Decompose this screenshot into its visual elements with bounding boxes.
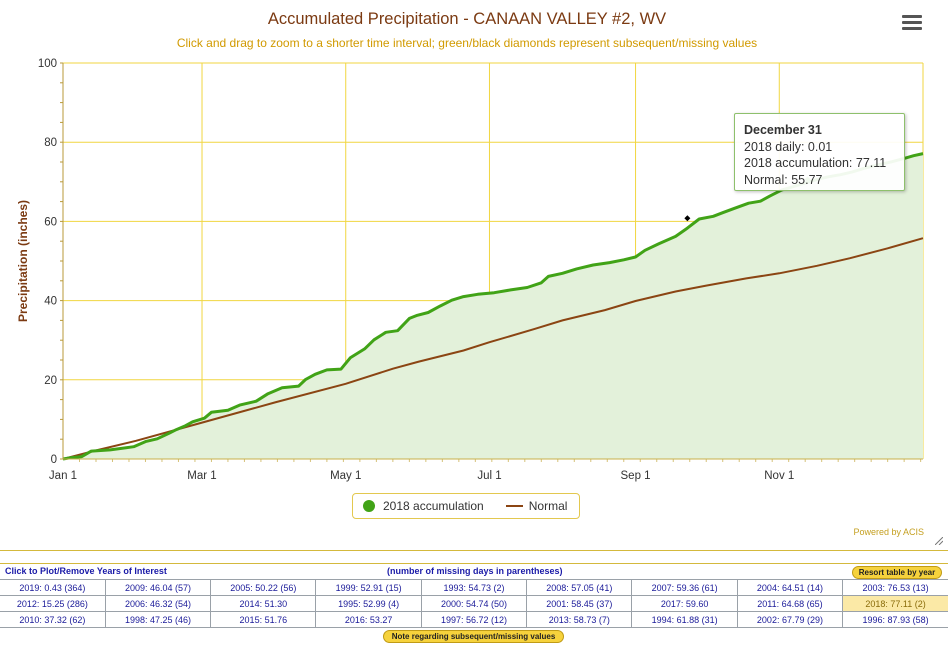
year-cell[interactable]: 2010: 37.32 (62) bbox=[0, 611, 106, 628]
tooltip-normal: Normal: 55.77 bbox=[744, 172, 823, 187]
missing-values-note-button[interactable]: Note regarding subsequent/missing values bbox=[383, 630, 564, 643]
year-cell[interactable]: 2004: 64.51 (14) bbox=[736, 579, 844, 596]
x-tick-label: Nov 1 bbox=[764, 470, 794, 482]
chart-menu-button[interactable] bbox=[898, 12, 926, 36]
year-cell[interactable]: 2001: 58.45 (37) bbox=[526, 595, 633, 612]
table-row: 2019: 0.43 (364) 2009: 46.04 (57) 2005: 50… bbox=[0, 579, 948, 596]
divider bbox=[0, 550, 948, 551]
year-cell[interactable]: 1999: 52.91 (15) bbox=[315, 579, 422, 596]
year-cell[interactable]: 2006: 46.32 (54) bbox=[104, 595, 212, 612]
year-cell[interactable]: 1994: 61.88 (31) bbox=[631, 611, 738, 628]
year-cell[interactable]: 1996: 87.93 (58) bbox=[842, 611, 948, 628]
missing-days-note: (number of missing days in parentheses) bbox=[387, 566, 563, 576]
year-cell[interactable]: 2012: 15.25 (286) bbox=[0, 595, 106, 612]
y-tick-label: 60 bbox=[44, 216, 57, 228]
missing-value-diamond bbox=[684, 215, 691, 222]
year-cell[interactable]: 2015: 51.76 bbox=[210, 611, 317, 628]
year-cell[interactable]: 2018: 77.11 (2) bbox=[842, 595, 948, 612]
accumulation-area bbox=[63, 153, 923, 459]
chart-tooltip: December 31 2018 daily: 0.01 2018 accumu… bbox=[734, 113, 905, 191]
legend-accumulation-label: 2018 accumulation bbox=[383, 499, 484, 513]
chart-title: Accumulated Precipitation - CANAAN VALLE… bbox=[268, 10, 666, 28]
y-tick-label: 80 bbox=[44, 137, 57, 149]
tooltip-daily: 2018 daily: 0.01 bbox=[744, 139, 833, 154]
years-table-header: Click to Plot/Remove Years of Interest (… bbox=[0, 566, 948, 580]
year-cell[interactable]: 2005: 50.22 (56) bbox=[210, 579, 317, 596]
year-cell[interactable]: 2008: 57.05 (41) bbox=[526, 579, 633, 596]
menu-bar-icon bbox=[902, 21, 922, 24]
legend-item-normal[interactable]: Normal bbox=[484, 499, 568, 513]
years-table: 2019: 0.43 (364) 2009: 46.04 (57) 2005: 50… bbox=[0, 579, 948, 628]
tooltip-date: December 31 bbox=[744, 123, 822, 137]
x-tick-label: May 1 bbox=[330, 470, 361, 482]
legend-normal-label: Normal bbox=[528, 499, 568, 513]
year-cell[interactable]: 1995: 52.99 (4) bbox=[315, 595, 422, 612]
y-tick-label: 0 bbox=[51, 454, 57, 466]
year-cell[interactable]: 1997: 56.72 (12) bbox=[420, 611, 528, 628]
y-axis-title: Precipitation (inches) bbox=[16, 200, 30, 322]
normal-line bbox=[62, 237, 924, 460]
year-cell[interactable]: 2019: 0.43 (364) bbox=[0, 579, 106, 596]
year-cell[interactable]: 2003: 76.53 (13) bbox=[842, 579, 948, 596]
years-table-instructions: Click to Plot/Remove Years of Interest bbox=[5, 566, 167, 576]
resort-by-year-button[interactable]: Resort table by year bbox=[852, 566, 942, 579]
y-tick-label: 100 bbox=[38, 58, 57, 70]
powered-by-link[interactable]: Powered by ACIS bbox=[853, 527, 924, 537]
tooltip-accumulation: 2018 accumulation: 77.11 bbox=[744, 156, 887, 170]
table-row: 2010: 37.32 (62) 1998: 47.25 (46) 2015: 51… bbox=[0, 611, 948, 628]
year-cell[interactable]: 1993: 54.73 (2) bbox=[420, 579, 528, 596]
table-row: 2012: 15.25 (286) 2006: 46.32 (54) 2014: 5… bbox=[0, 595, 948, 612]
chart-legend: 2018 accumulation Normal bbox=[352, 493, 580, 519]
year-cell[interactable]: 2014: 51.30 bbox=[210, 595, 317, 612]
resize-handle-icon[interactable] bbox=[935, 537, 943, 545]
legend-circle-icon bbox=[363, 500, 375, 512]
year-cell[interactable]: 1998: 47.25 (46) bbox=[104, 611, 212, 628]
year-cell[interactable]: 2011: 64.68 (65) bbox=[736, 595, 844, 612]
year-cell[interactable]: 2007: 59.36 (61) bbox=[631, 579, 738, 596]
chart[interactable]: Accumulated Precipitation - CANAAN VALLE… bbox=[0, 0, 948, 550]
x-tick-label: Jan 1 bbox=[49, 470, 77, 482]
year-cell[interactable]: 2009: 46.04 (57) bbox=[104, 579, 212, 596]
chart-subtitle: Click and drag to zoom to a shorter time… bbox=[177, 36, 757, 50]
menu-bar-icon bbox=[902, 27, 922, 30]
year-cell[interactable]: 2002: 67.79 (29) bbox=[736, 611, 844, 628]
year-cell[interactable]: 2017: 59.60 bbox=[631, 595, 738, 612]
legend-item-accumulation[interactable]: 2018 accumulation bbox=[353, 499, 484, 513]
y-tick-label: 20 bbox=[44, 375, 57, 387]
y-tick-label: 40 bbox=[44, 296, 57, 308]
legend-line-icon bbox=[505, 505, 523, 507]
x-tick-label: Sep 1 bbox=[621, 470, 651, 482]
x-tick-label: Jul 1 bbox=[477, 470, 501, 482]
divider bbox=[0, 563, 948, 564]
menu-bar-icon bbox=[902, 15, 922, 18]
year-cell[interactable]: 2016: 53.27 bbox=[315, 611, 422, 628]
x-tick-label: Mar 1 bbox=[187, 470, 216, 482]
year-cell[interactable]: 2000: 54.74 (50) bbox=[420, 595, 528, 612]
year-cell[interactable]: 2013: 58.73 (7) bbox=[526, 611, 633, 628]
